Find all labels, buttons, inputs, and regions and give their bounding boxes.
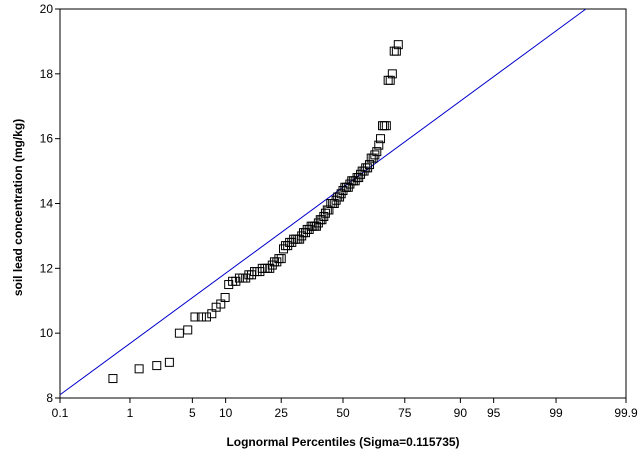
data-point [387, 69, 397, 79]
data-point [331, 195, 341, 205]
data-point [220, 293, 230, 303]
y-tick-label: 14 [40, 197, 54, 211]
y-tick-label: 16 [40, 132, 54, 146]
data-point [241, 273, 251, 283]
data-point [376, 134, 386, 144]
x-tick-label: 75 [398, 406, 412, 420]
x-axis-title: Lognormal Percentiles (Sigma=0.115735) [226, 435, 459, 449]
data-point [267, 260, 277, 270]
data-points [108, 40, 403, 384]
plot-border [59, 8, 627, 399]
data-point [338, 186, 348, 196]
data-point [244, 270, 254, 280]
x-tick-label: 0.1 [52, 406, 69, 420]
data-point [379, 121, 389, 131]
data-point [381, 121, 391, 131]
data-point [265, 263, 275, 273]
x-tick-label: 5 [189, 406, 196, 420]
data-point [393, 40, 403, 50]
data-point [320, 208, 330, 218]
data-point [329, 199, 339, 208]
data-point [196, 312, 206, 322]
data-point [201, 312, 211, 322]
data-point [108, 374, 118, 384]
x-tick-label: 95 [487, 406, 501, 420]
data-point [335, 192, 345, 202]
data-point [343, 182, 353, 192]
x-tick-label: 99.9 [614, 406, 638, 420]
y-tick-label: 18 [40, 67, 54, 81]
data-point [152, 361, 162, 371]
data-point [174, 328, 184, 338]
data-point [134, 364, 144, 374]
x-tick-label: 50 [336, 406, 350, 420]
y-tick-label: 12 [40, 261, 54, 275]
data-point [211, 302, 221, 312]
y-tick-label: 8 [46, 391, 53, 405]
data-point [252, 267, 262, 277]
data-point [255, 267, 265, 277]
data-point [276, 254, 286, 264]
data-point [247, 270, 257, 280]
data-point [190, 312, 200, 322]
plot-frame [59, 8, 627, 399]
data-point [183, 325, 193, 335]
data-point [374, 140, 384, 150]
y-tick-label: 20 [40, 2, 54, 16]
data-point [350, 176, 360, 186]
x-tick-label: 1 [127, 406, 134, 420]
x-tick-label: 99 [549, 406, 563, 420]
data-point [260, 263, 270, 273]
data-point [385, 75, 395, 85]
x-tick-label: 10 [219, 406, 233, 420]
x-tick-label: 90 [454, 406, 468, 420]
data-point [391, 46, 401, 56]
data-point [257, 263, 267, 273]
fit-line [59, 8, 587, 396]
x-axis: 0.1 1 5 10 25 50 75 90 95 99 99.9 [52, 398, 638, 420]
data-point [363, 163, 373, 173]
data-point [370, 150, 380, 160]
y-tick-label: 10 [40, 326, 54, 340]
data-point [164, 357, 174, 367]
data-point [345, 179, 355, 189]
x-tick-label: 25 [275, 406, 289, 420]
data-point [372, 147, 382, 157]
fit-line-group [59, 8, 587, 396]
y-axis-title: soil lead concentration (mg/kg) [11, 119, 25, 296]
data-point [250, 267, 260, 277]
y-axis: 8 10 12 14 16 18 20 [40, 2, 60, 405]
